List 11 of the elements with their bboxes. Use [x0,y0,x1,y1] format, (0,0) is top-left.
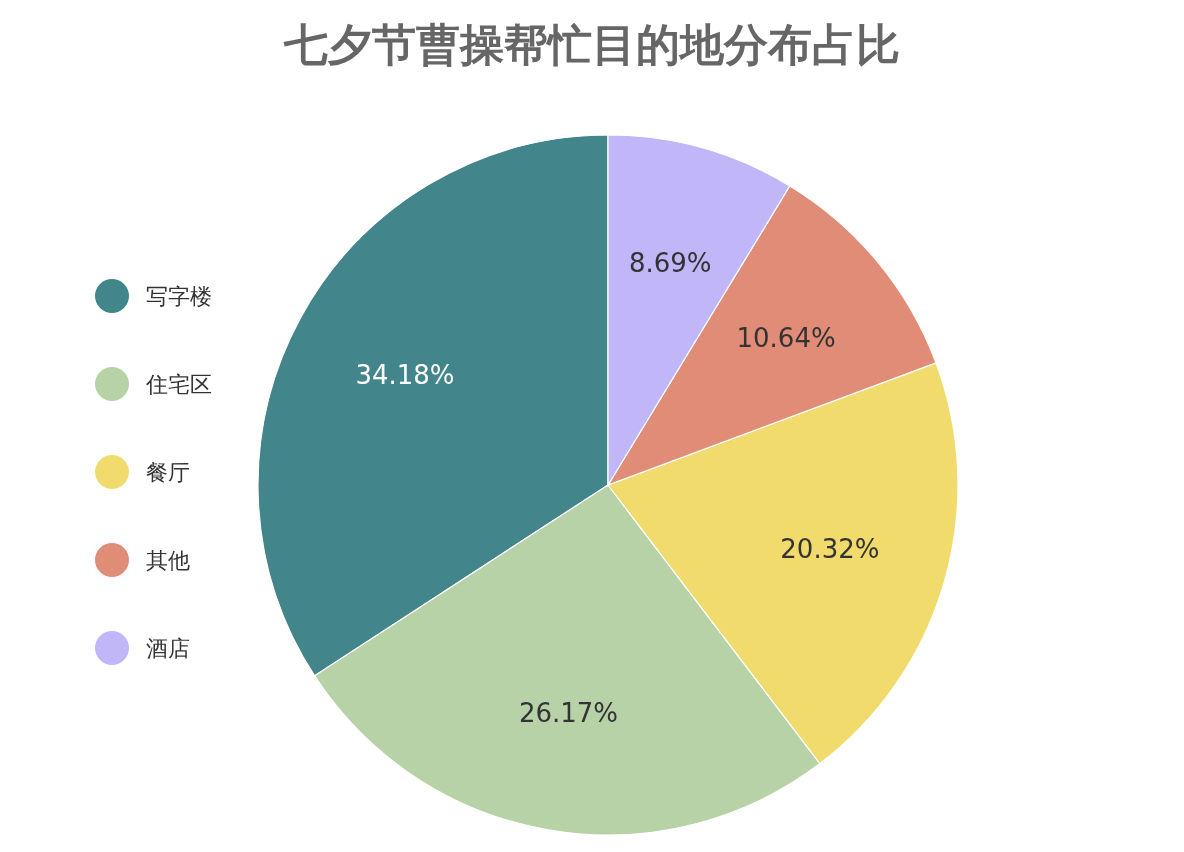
data-label: 10.64% [736,322,836,353]
legend-label: 餐厅 [146,459,190,485]
legend-label: 住宅区 [145,371,212,397]
data-label: 26.17% [518,697,619,728]
data-label: 34.18% [355,359,455,390]
legend-label: 其他 [146,547,190,573]
data-label: 20.32% [780,534,880,565]
legend-label: 酒店 [146,635,190,661]
data-label: 8.69% [628,247,712,278]
legend-label: 写字楼 [146,283,212,309]
chart-title: 七夕节曹操帮忙目的地分布占比 [283,19,900,70]
